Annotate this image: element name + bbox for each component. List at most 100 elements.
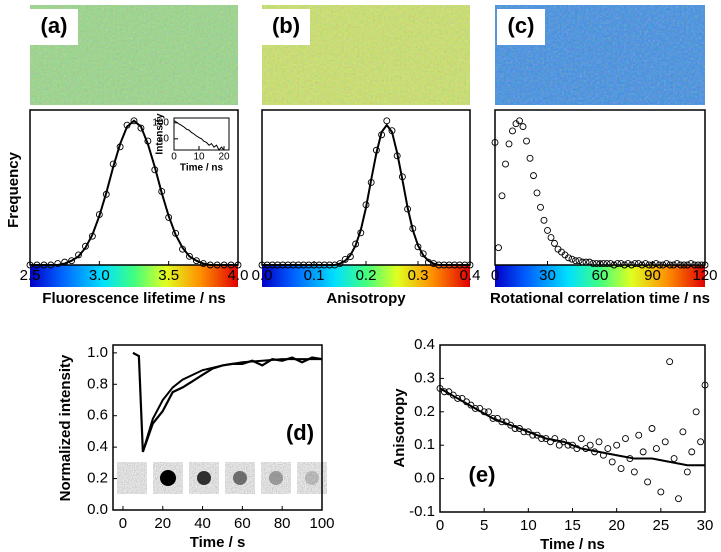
data-point [524,428,532,436]
data-point [607,260,614,268]
plot-frame [29,109,239,266]
data-point [666,358,674,366]
x-tick-label: 10 [520,517,537,534]
x-tick-label: 0 [119,515,127,532]
data-point [491,139,499,146]
data-point [692,408,700,416]
plot-frame [173,117,230,151]
x-tick-label: 0.1 [304,267,325,284]
data-point [502,160,509,168]
x-tick-label: 0.4 [460,267,481,284]
data-point [130,117,138,125]
thumbnail [117,462,147,494]
data-point [555,441,563,449]
x-tick-label: 3.0 [89,267,110,284]
data-point [628,261,635,269]
bleach-spot [197,471,211,485]
data-point [652,445,660,452]
data-point [680,261,688,269]
data-point [644,478,652,486]
fit-line [262,123,470,266]
data-point [533,189,541,197]
x-tick-label: 15 [564,517,581,534]
data-point [608,458,616,466]
x-tick-label: 20 [154,515,171,532]
data-point [701,381,709,389]
data-point [684,261,691,269]
x-tick-label: 4.0 [228,267,249,284]
x-axis-label: Rotational correlation time / ns [490,290,710,307]
data-point [635,431,643,439]
x-tick-label: 0 [436,517,444,534]
x-axis-label: Time / ns [540,536,605,552]
label-box [497,9,545,45]
data-point [656,261,663,269]
data-point [568,255,576,263]
x-axis-label: Fluorescence lifetime / ns [42,290,225,307]
data-point [572,257,579,265]
data-point [454,394,462,402]
data-point [659,261,667,269]
data-point [673,260,681,268]
data-point [582,258,590,266]
label-box [30,9,78,45]
data-point [523,137,530,145]
data-point [617,465,625,473]
frap-thumbnails [117,462,327,494]
x-tick-label: 20 [608,517,625,534]
data-point [638,261,646,269]
fit-line [439,387,705,467]
colorbar [262,265,470,287]
data-point [530,172,537,180]
data-point [516,117,523,125]
x-axis-label: Anisotropy [326,290,406,307]
x-tick-label: 10 [193,152,205,163]
data-point [677,261,684,269]
inset-x-label: Time / ns [180,163,224,174]
data-point [652,260,660,268]
data-point [663,260,670,268]
panel-label: (b) [272,13,300,38]
data-point [642,260,649,268]
data-point [75,251,82,259]
data-point [586,441,594,449]
x-tick-label: 30 [539,267,556,284]
data-point [670,261,677,269]
data-line [173,120,225,151]
data-point [519,123,527,131]
data-point [383,117,391,125]
x-tick-label: 100 [309,515,334,532]
data-point [544,226,551,234]
x-tick-label: 60 [234,515,251,532]
colorbar [30,265,238,287]
heatmap-images [30,5,705,105]
data-point [540,216,548,224]
plot-frame [439,344,706,513]
data-point [666,261,674,269]
x-tick-label: 60 [592,267,609,284]
x-axis-label: Time / s [190,534,246,551]
data-point [687,260,695,268]
data-point [604,445,612,452]
data-point [509,127,516,135]
x-tick-label: 90 [644,267,661,284]
x-tick-label: 40 [194,515,211,532]
x-tick-label: 30 [697,517,714,534]
data-point [586,258,593,266]
data-point [547,234,555,242]
panel-label: (c) [508,13,535,38]
data-point [192,257,200,265]
data-point [569,441,576,449]
data-point [533,431,541,439]
x-tick-label: 0.0 [252,267,273,284]
data-point [589,260,597,268]
data-point [691,261,698,269]
data-point [639,448,647,456]
y-tick-label: 0.4 [87,438,108,455]
colorbar [495,265,705,287]
data-point [575,257,583,265]
data-point [622,435,629,442]
data-point [595,438,603,446]
data-point [489,415,497,422]
